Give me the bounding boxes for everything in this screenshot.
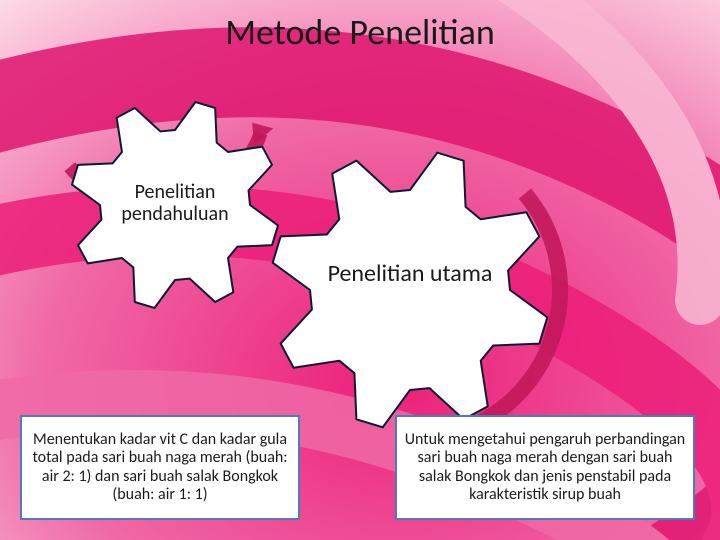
page-title: Metode Penelitian — [0, 10, 720, 54]
gear-left-label: Penelitian pendahuluan — [104, 181, 247, 225]
slide: Metode Penelitian Penelitian pendahuluan… — [0, 0, 720, 540]
description-box-right: Untuk mengetahui pengaruh perbandingan s… — [395, 415, 695, 520]
description-box-left: Menentukan kadar vit C dan kadar gula to… — [20, 415, 300, 520]
gear-right-label: Penelitian utama — [315, 261, 505, 287]
